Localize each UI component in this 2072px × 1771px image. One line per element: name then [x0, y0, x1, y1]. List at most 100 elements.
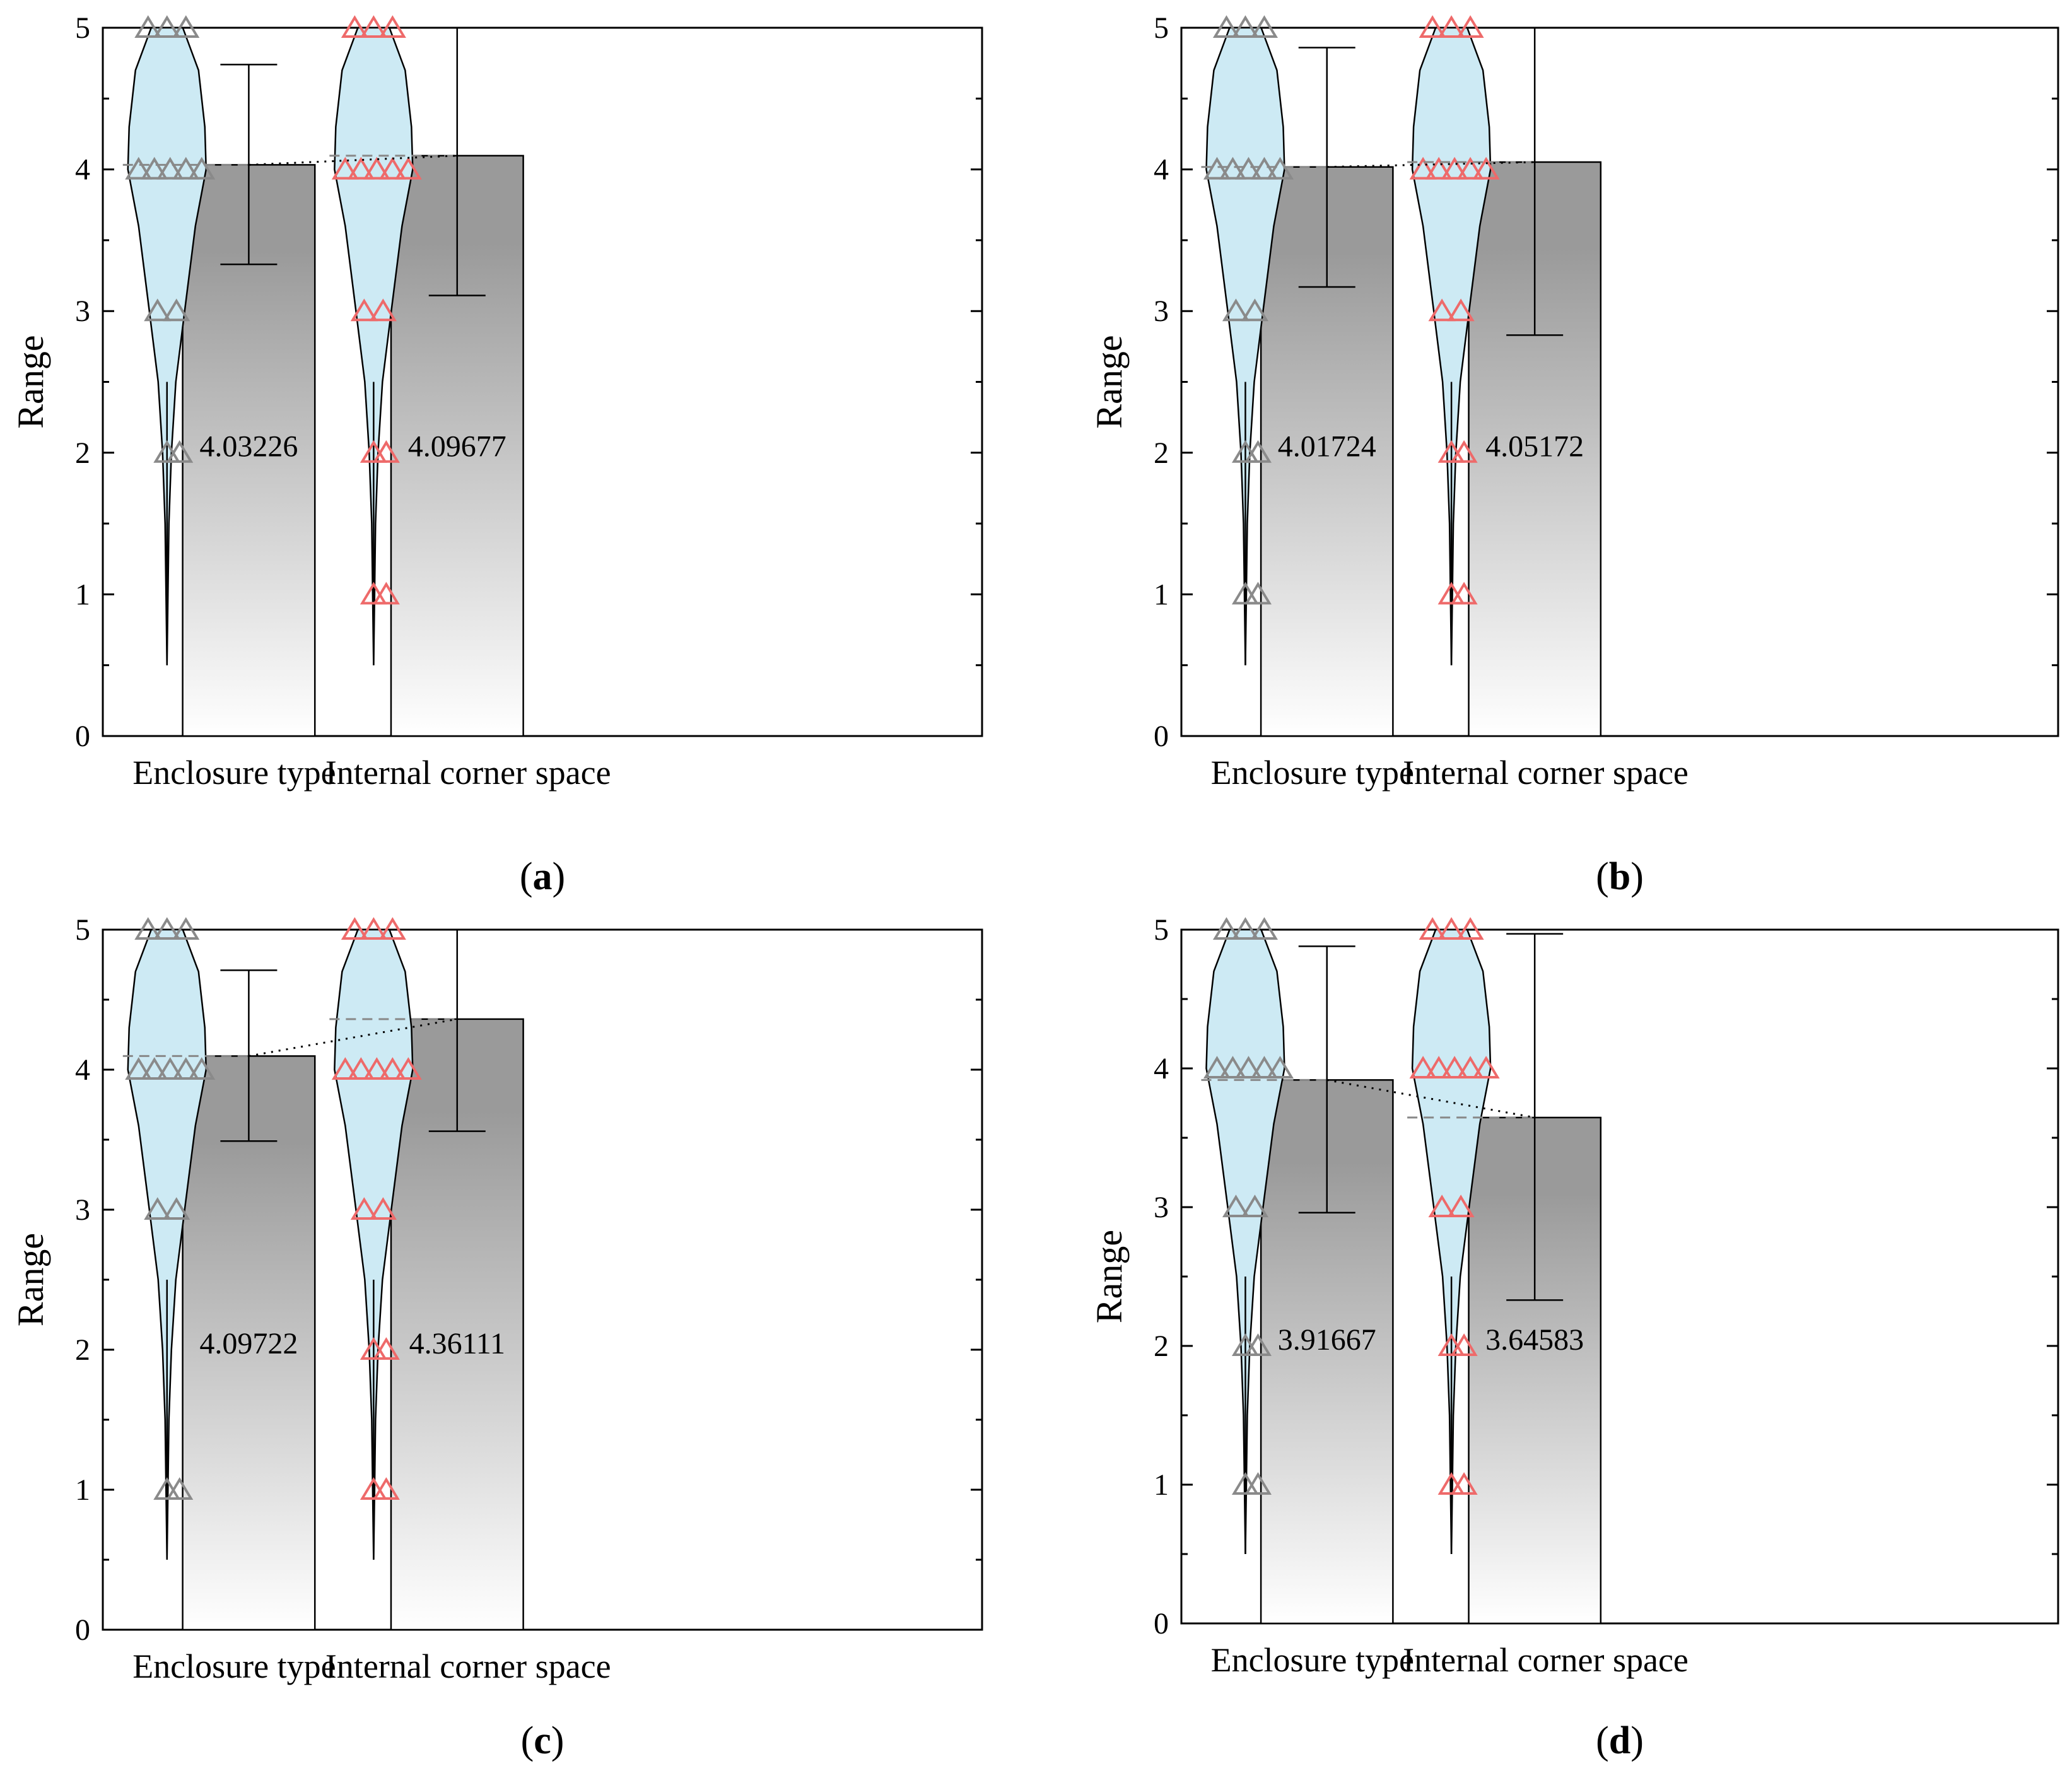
data-marker — [141, 1057, 168, 1080]
data-marker — [1250, 15, 1279, 38]
bar-value-label: 3.64583 — [1485, 1323, 1584, 1357]
y-axis-label: Range — [10, 335, 51, 428]
data-marker — [156, 1057, 184, 1080]
data-marker — [1231, 15, 1260, 38]
data-marker — [360, 15, 387, 38]
y-tick-label: 0 — [75, 1613, 90, 1647]
panel-label-open: ( — [521, 1719, 534, 1762]
data-marker — [1203, 1056, 1231, 1078]
data-marker — [341, 917, 368, 940]
panel-label-letter: c — [534, 1719, 551, 1762]
data-marker — [1241, 298, 1269, 322]
data-marker — [360, 917, 387, 940]
category-label: Enclosure type — [132, 1647, 336, 1685]
panel-label-open: ( — [1596, 1719, 1609, 1762]
y-tick-label: 1 — [1154, 1468, 1169, 1502]
y-tick-label: 1 — [75, 1473, 90, 1507]
category-label: Internal corner space — [1403, 1641, 1689, 1679]
data-marker — [144, 1197, 172, 1220]
category-label: Enclosure type — [132, 754, 336, 792]
y-axis-label: Range — [1089, 335, 1130, 428]
data-marker — [350, 1197, 378, 1220]
data-marker — [1266, 156, 1294, 180]
data-marker — [1428, 1195, 1456, 1217]
data-marker — [1450, 1333, 1478, 1356]
data-marker — [1212, 917, 1241, 940]
y-tick-label: 0 — [1154, 1607, 1169, 1640]
data-marker — [1419, 917, 1446, 940]
data-marker — [1212, 15, 1241, 38]
bar-value-label: 4.09722 — [199, 1327, 298, 1360]
trend-line — [1326, 1078, 1535, 1119]
bar-value-label: 3.91667 — [1278, 1323, 1376, 1357]
data-marker — [1250, 1056, 1279, 1078]
data-marker — [394, 1057, 422, 1080]
data-marker — [341, 15, 368, 38]
data-marker — [378, 15, 406, 38]
data-marker — [1250, 156, 1279, 180]
data-marker — [134, 15, 162, 38]
data-marker — [378, 1057, 406, 1080]
data-marker — [144, 298, 172, 322]
data-marker — [1450, 440, 1478, 463]
y-tick-label: 2 — [75, 436, 90, 470]
bar-value-label: 4.09677 — [408, 430, 506, 464]
data-marker — [163, 298, 190, 322]
data-marker — [347, 156, 375, 180]
data-marker — [1437, 15, 1465, 38]
y-tick-label: 2 — [1154, 436, 1169, 470]
y-tick-label: 0 — [75, 720, 90, 753]
data-marker — [1425, 156, 1453, 180]
data-marker — [369, 298, 397, 322]
data-marker — [1409, 156, 1437, 180]
y-tick-label: 4 — [75, 153, 90, 187]
data-marker — [331, 156, 359, 180]
data-marker — [153, 917, 181, 940]
y-tick-label: 0 — [1154, 720, 1169, 753]
y-tick-label: 2 — [75, 1333, 90, 1367]
data-marker — [172, 917, 200, 940]
data-marker — [372, 1477, 400, 1500]
data-marker — [1450, 1472, 1478, 1495]
data-marker — [347, 1057, 375, 1080]
data-marker — [1456, 156, 1484, 180]
data-marker — [394, 156, 422, 180]
data-marker — [153, 15, 181, 38]
panel-label-letter: b — [1609, 855, 1630, 898]
data-marker — [1447, 1195, 1475, 1217]
data-marker — [188, 156, 216, 180]
panel-label-letter: a — [533, 855, 553, 898]
data-marker — [350, 298, 378, 322]
data-marker — [166, 1477, 194, 1500]
data-marker — [172, 1057, 200, 1080]
data-marker — [125, 156, 153, 180]
bar-value-label: 4.05172 — [1485, 430, 1584, 464]
y-tick-label: 5 — [1154, 11, 1169, 45]
data-marker — [134, 917, 162, 940]
data-marker — [331, 1057, 359, 1080]
data-marker — [1472, 1056, 1500, 1078]
data-marker — [1409, 1056, 1437, 1078]
panel-label-letter: d — [1609, 1719, 1630, 1762]
data-marker — [1231, 917, 1260, 940]
data-marker — [1222, 298, 1250, 322]
category-label: Enclosure type — [1211, 754, 1414, 792]
data-marker — [1428, 298, 1456, 322]
category-label: Internal corner space — [325, 754, 611, 792]
data-marker — [1266, 1056, 1294, 1078]
data-marker — [1450, 582, 1478, 605]
panel-label-close: ) — [553, 855, 566, 898]
data-marker — [1419, 15, 1446, 38]
y-tick-label: 3 — [1154, 295, 1169, 328]
data-marker — [172, 15, 200, 38]
data-marker — [163, 1197, 190, 1220]
data-marker — [363, 156, 390, 180]
data-marker — [188, 1057, 216, 1080]
category-label: Internal corner space — [1403, 754, 1689, 792]
data-marker — [1437, 917, 1465, 940]
data-marker — [1234, 156, 1263, 180]
y-tick-label: 5 — [75, 913, 90, 947]
y-tick-label: 2 — [1154, 1330, 1169, 1363]
